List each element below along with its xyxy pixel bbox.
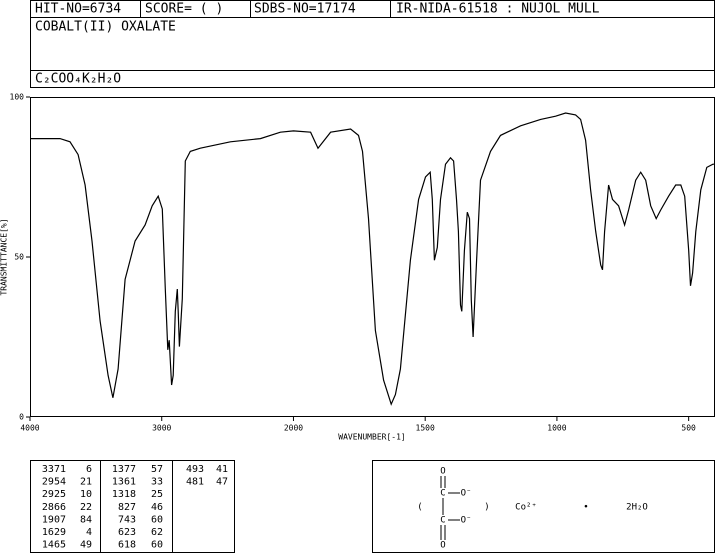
- peak-wavenumber: 493: [186, 464, 204, 475]
- peak-wavenumber: 1907: [42, 514, 66, 525]
- peak-wavenumber: 3371: [42, 464, 66, 475]
- cation: Co²⁺: [515, 503, 537, 513]
- peak-transmittance: 46: [151, 502, 163, 513]
- peak-transmittance: 10: [80, 489, 92, 500]
- atom: C: [440, 489, 445, 499]
- peak-transmittance: 21: [80, 477, 92, 488]
- y-axis-label: TRANSMITTANCE[%]: [0, 218, 9, 295]
- sdbs-no: SDBS-NO=17174: [254, 2, 356, 17]
- y-tick-label: 0: [19, 413, 24, 422]
- atom: C: [440, 516, 445, 526]
- peak-wavenumber: 2954: [42, 477, 66, 488]
- peak-transmittance: 84: [80, 514, 92, 525]
- spectrum-line: [30, 112, 715, 406]
- peak-wavenumber: 481: [186, 477, 204, 488]
- bracket: (: [417, 503, 422, 513]
- score: SCORE= ( ): [145, 2, 223, 17]
- peak-wavenumber: 2925: [42, 489, 66, 500]
- atom: O⁻: [461, 489, 472, 499]
- peak-transmittance: 60: [151, 540, 163, 551]
- peak-transmittance: 60: [151, 514, 163, 525]
- peak-transmittance: 62: [151, 527, 163, 538]
- structure-box: [372, 460, 715, 553]
- peak-wavenumber: 743: [118, 514, 136, 525]
- y-tick-label: 100: [10, 93, 25, 102]
- peak-transmittance: 47: [216, 477, 228, 488]
- dot: •: [583, 503, 588, 513]
- hit-no: HIT-NO=6734: [35, 2, 121, 17]
- peak-transmittance: 57: [151, 464, 163, 475]
- peak-wavenumber: 827: [118, 502, 136, 513]
- peak-wavenumber: 1361: [112, 477, 136, 488]
- atom: O: [440, 467, 445, 477]
- method: IR-NIDA-61518 : NUJOL MULL: [396, 2, 600, 17]
- peak-wavenumber: 623: [118, 527, 136, 538]
- water: 2H₂O: [626, 503, 648, 513]
- x-tick-label: 3000: [152, 424, 171, 433]
- plot-frame: [30, 97, 715, 417]
- formula: C₂COO₄K₂H₂O: [35, 72, 121, 87]
- x-tick-label: 2000: [284, 424, 303, 433]
- peak-transmittance: 25: [151, 489, 163, 500]
- x-tick-label: 1500: [416, 424, 435, 433]
- peak-wavenumber: 1318: [112, 489, 136, 500]
- x-tick-label: 1000: [547, 424, 566, 433]
- peak-wavenumber: 2866: [42, 502, 66, 513]
- bracket: ): [484, 503, 489, 513]
- peak-transmittance: 6: [86, 464, 92, 475]
- frames: [30, 0, 715, 553]
- peak-transmittance: 33: [151, 477, 163, 488]
- x-tick-label: 4000: [20, 424, 39, 433]
- peak-transmittance: 49: [80, 540, 92, 551]
- peak-wavenumber: 1465: [42, 540, 66, 551]
- x-axis-label: WAVENUMBER[-1]: [338, 433, 405, 442]
- header-box: [30, 0, 715, 88]
- peak-wavenumber: 1377: [112, 464, 136, 475]
- x-tick-label: 500: [681, 424, 696, 433]
- peak-wavenumber: 1629: [42, 527, 66, 538]
- atom: O⁻: [461, 516, 472, 526]
- peak-transmittance: 41: [216, 464, 228, 475]
- peak-wavenumber: 618: [118, 540, 136, 551]
- compound-name: COBALT(II) OXALATE: [35, 20, 176, 35]
- atom: O: [440, 541, 445, 551]
- y-tick-label: 50: [14, 253, 24, 262]
- peak-transmittance: 4: [86, 527, 92, 538]
- peak-transmittance: 22: [80, 502, 92, 513]
